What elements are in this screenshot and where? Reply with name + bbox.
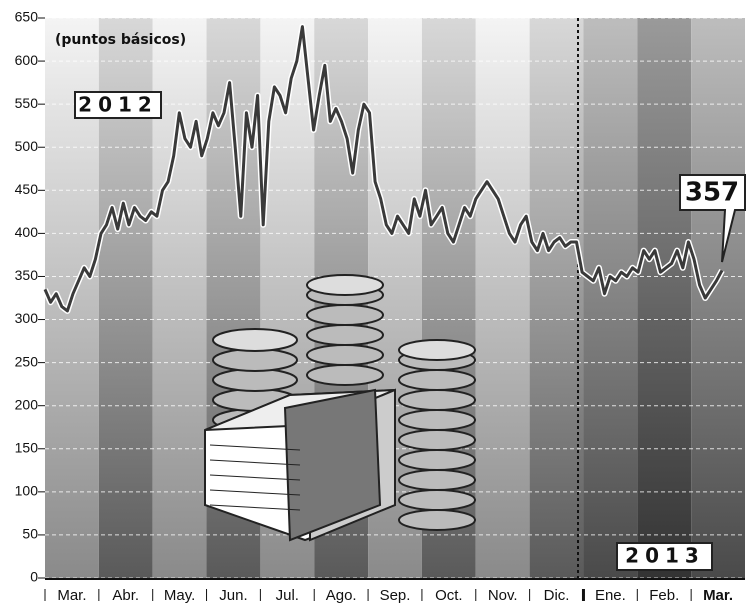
y-tick-label: 450 — [15, 181, 39, 197]
y-tick-label: 100 — [15, 483, 39, 499]
y-tick-label: 0 — [30, 569, 38, 585]
unit-label: (puntos básicos) — [55, 32, 186, 48]
annotation: 357 — [685, 178, 739, 208]
x-tick-label: Jul. — [276, 587, 299, 604]
x-tick-label: Oct. — [435, 587, 463, 604]
annotation: 2013 — [625, 544, 705, 568]
x-tick-label: May. — [164, 587, 195, 604]
month-band — [530, 18, 584, 578]
x-tick-label: Dic. — [544, 587, 570, 604]
y-tick-label: 500 — [15, 138, 39, 154]
month-band — [691, 18, 745, 578]
x-tick-label: Jun. — [219, 587, 247, 604]
y-tick-label: 300 — [15, 310, 39, 326]
month-band — [583, 18, 637, 578]
x-tick-label: Mar. — [57, 587, 86, 604]
y-tick-label: 400 — [15, 224, 39, 240]
chart: 050100150200250300350400450500550600650 … — [0, 0, 747, 607]
y-tick-label: 50 — [22, 526, 38, 542]
y-tick-label: 600 — [15, 52, 39, 68]
y-tick-label: 250 — [15, 353, 39, 369]
y-tick-label: 350 — [15, 267, 39, 283]
annotation: 2012 — [78, 93, 158, 117]
x-tick-label: Mar. — [703, 587, 733, 604]
x-tick-label: Feb. — [649, 587, 679, 604]
month-band — [476, 18, 530, 578]
x-tick-label: Sep. — [380, 587, 411, 604]
y-tick-label: 550 — [15, 95, 39, 111]
x-tick-label: Abr. — [112, 587, 139, 604]
x-tick-label: Ago. — [326, 587, 357, 604]
y-tick-label: 650 — [15, 9, 39, 25]
y-tick-label: 150 — [15, 439, 39, 455]
x-tick-label: Ene. — [595, 587, 626, 604]
month-band — [637, 18, 691, 578]
y-tick-label: 200 — [15, 396, 39, 412]
x-tick-label: Nov. — [488, 587, 518, 604]
